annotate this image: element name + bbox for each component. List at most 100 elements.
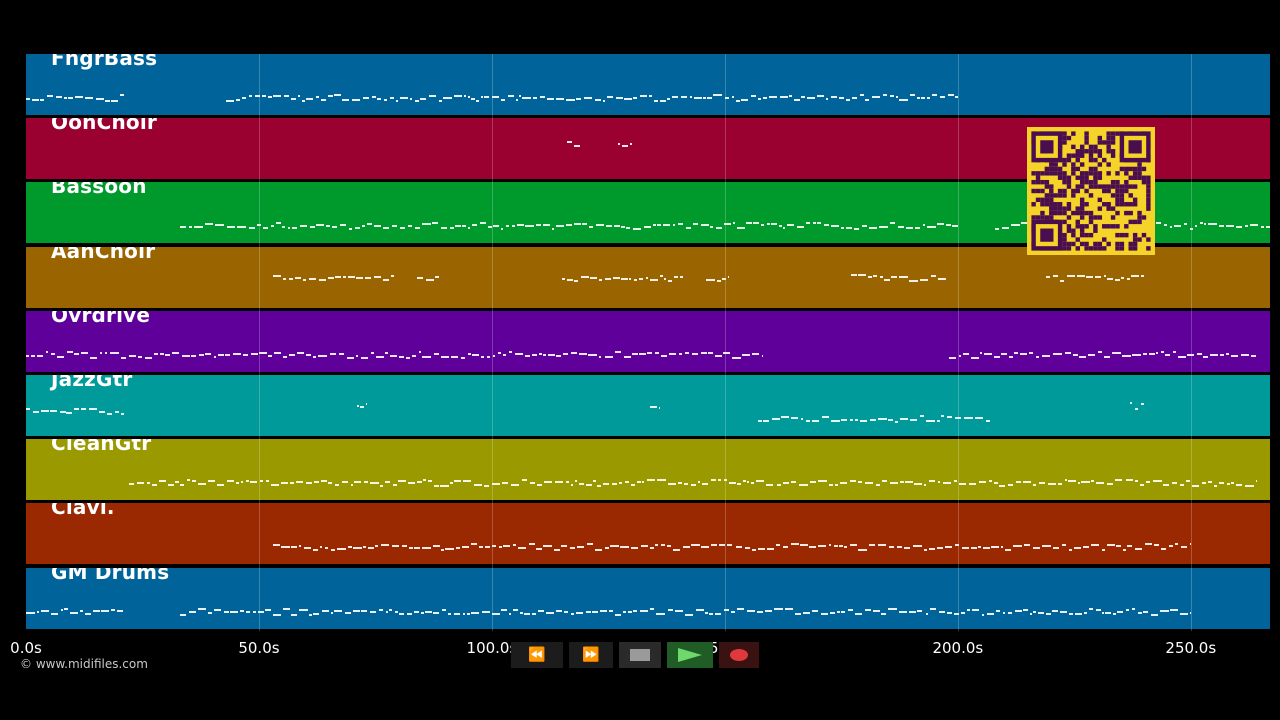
play-button[interactable]: [667, 642, 713, 668]
note: [299, 608, 308, 611]
note: [298, 545, 301, 548]
note: [791, 417, 799, 419]
rewind-button[interactable]: ⏪: [511, 642, 563, 668]
note: [226, 480, 234, 483]
note: [708, 351, 713, 354]
fast-forward-button[interactable]: ⏩: [569, 642, 613, 668]
note: [381, 544, 390, 547]
note: [1068, 480, 1077, 483]
record-button[interactable]: [719, 642, 759, 668]
note: [653, 224, 656, 227]
note: [877, 544, 887, 547]
note: [747, 481, 750, 484]
note: [899, 275, 908, 278]
note: [898, 610, 907, 613]
note: [415, 227, 420, 230]
note: [1134, 548, 1143, 551]
note: [354, 227, 361, 230]
note: [1174, 543, 1178, 546]
note: [45, 350, 49, 353]
note: [265, 608, 271, 611]
note: [26, 354, 29, 357]
note: [1052, 609, 1059, 612]
note: [691, 484, 696, 487]
note: [571, 351, 577, 354]
note: [529, 482, 536, 485]
note: [717, 479, 722, 482]
note: [633, 609, 638, 612]
note: [281, 482, 289, 485]
note: [566, 141, 572, 144]
note: [368, 547, 374, 550]
note: [757, 420, 762, 422]
note: [1125, 479, 1134, 482]
note: [111, 608, 116, 611]
note: [938, 610, 945, 613]
note: [691, 352, 699, 355]
note: [1140, 484, 1144, 487]
note: [1203, 355, 1208, 358]
note: [960, 611, 965, 614]
note: [717, 279, 721, 282]
note: [232, 352, 241, 355]
note: [753, 222, 759, 225]
note: [879, 275, 883, 278]
note: [453, 612, 460, 615]
note: [909, 610, 916, 613]
note: [1244, 485, 1254, 488]
note: [818, 480, 827, 483]
note: [153, 352, 158, 355]
note: [1190, 543, 1191, 546]
note: [750, 482, 754, 485]
note: [953, 612, 960, 615]
note: [255, 95, 260, 97]
note: [532, 353, 537, 356]
note: [823, 224, 829, 227]
note: [213, 608, 221, 611]
note: [1104, 355, 1111, 358]
stop-button[interactable]: [619, 642, 661, 668]
note: [216, 484, 225, 487]
note: [187, 479, 191, 482]
note: [470, 98, 475, 100]
note: [648, 95, 652, 97]
note: [728, 275, 730, 278]
note: [681, 96, 687, 98]
note: [881, 612, 887, 615]
track-label: Bassoon: [51, 182, 147, 199]
note: [479, 222, 487, 225]
note: [51, 612, 58, 615]
note: [855, 419, 858, 421]
note: [1058, 483, 1062, 486]
note: [955, 544, 960, 547]
note: [51, 352, 56, 355]
note: [492, 354, 495, 357]
note: [422, 223, 432, 226]
note: [606, 225, 612, 228]
note: [649, 607, 654, 610]
note: [657, 479, 666, 482]
note: [373, 275, 381, 278]
note: [370, 351, 374, 354]
note: [1052, 547, 1060, 550]
note: [742, 353, 751, 356]
note: [109, 351, 119, 354]
note: [817, 95, 824, 97]
note: [181, 354, 190, 357]
note: [192, 480, 196, 483]
note: [864, 608, 872, 611]
transport-controls: ⏪ ⏩: [511, 642, 769, 668]
note: [840, 482, 848, 485]
note: [840, 227, 844, 230]
note: [218, 353, 225, 356]
note: [99, 351, 103, 354]
note: [512, 544, 516, 547]
note: [462, 612, 466, 615]
note: [590, 276, 597, 279]
note: [858, 273, 867, 276]
note: [508, 350, 513, 353]
note: [1141, 403, 1145, 405]
note: [1047, 483, 1056, 486]
note: [1096, 482, 1104, 485]
note: [415, 100, 419, 102]
